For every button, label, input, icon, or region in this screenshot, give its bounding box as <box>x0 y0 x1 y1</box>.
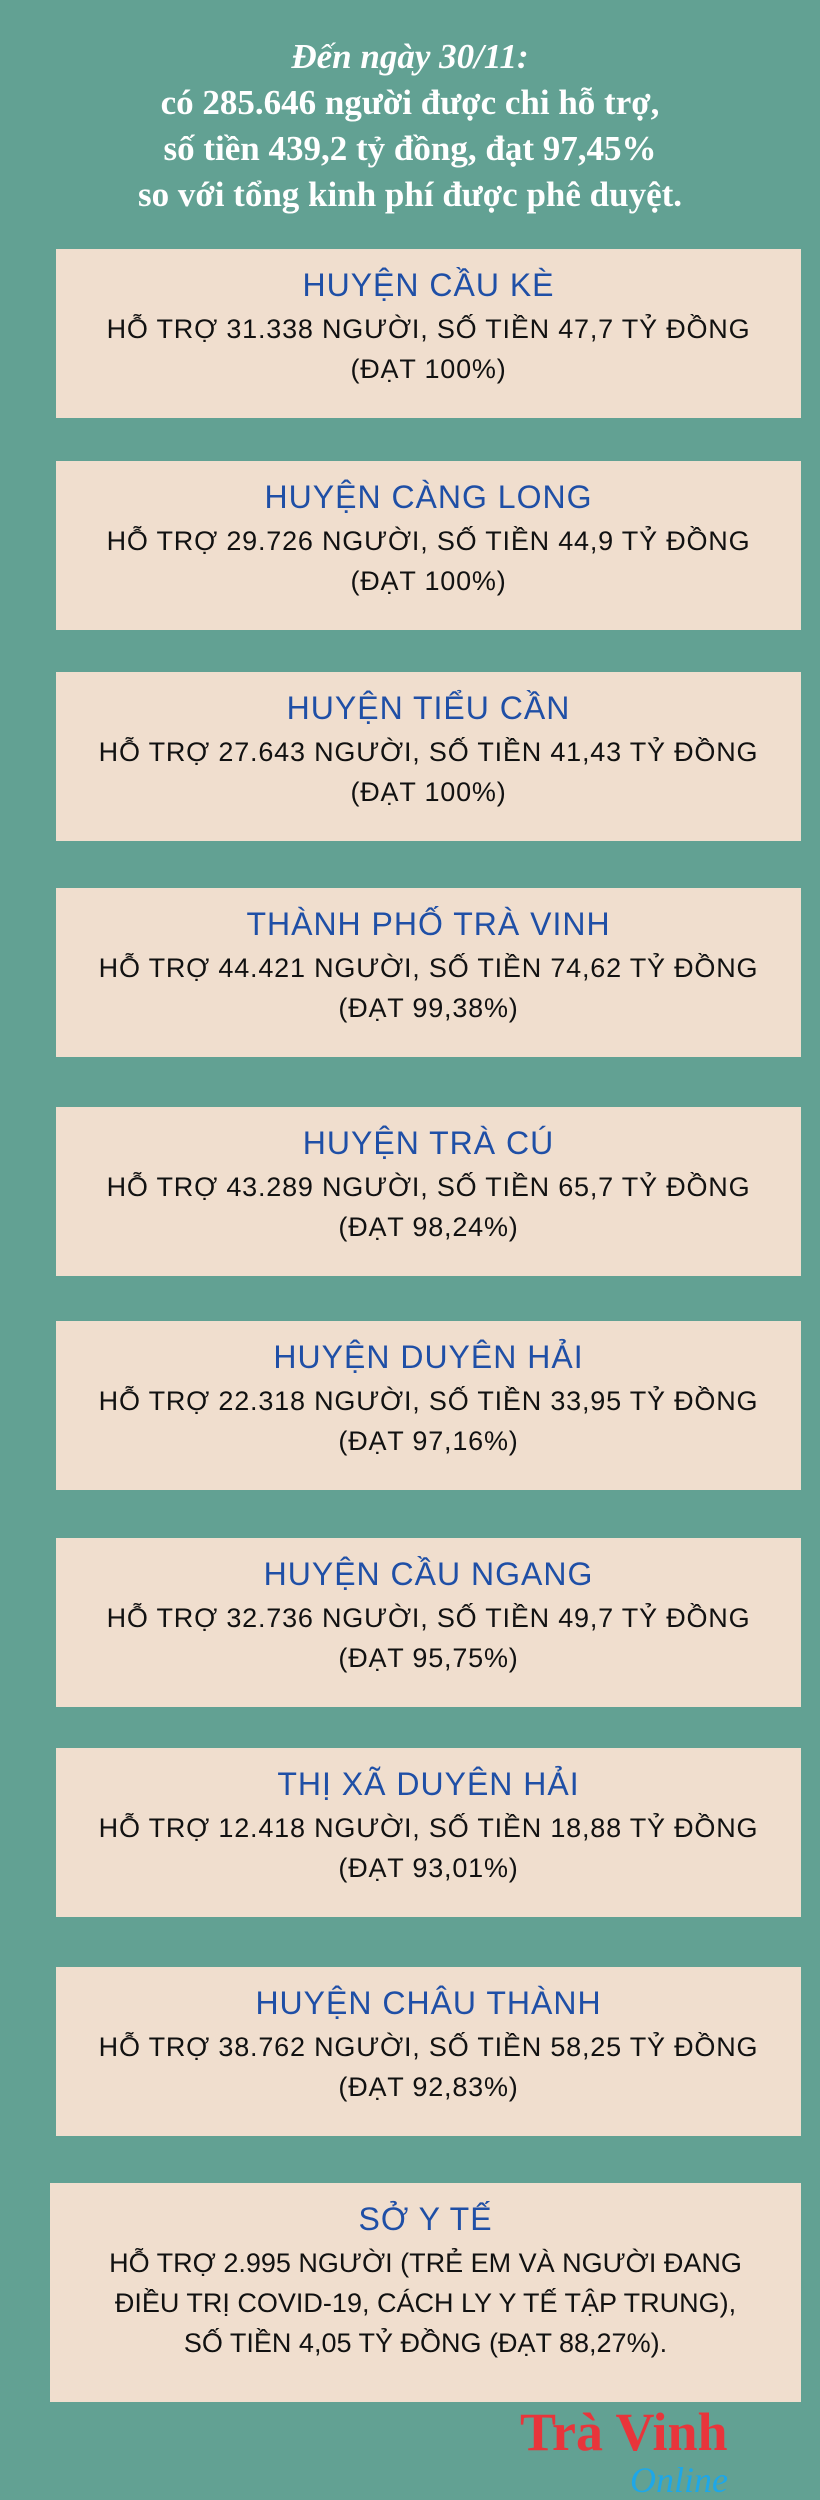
unit-rate: (ĐẠT 95,75%) <box>338 1643 519 1673</box>
unit-name: HUYỆN CẦU KÈ <box>302 267 555 303</box>
unit-card: HUYỆN CẦU NGANG HỖ TRỢ 32.736 NGƯỜI, SỐ … <box>56 1538 801 1707</box>
unit-card: HUYỆN CẦU KÈ HỖ TRỢ 31.338 NGƯỜI, SỐ TIỀ… <box>56 249 801 418</box>
headline-approval: so với tổng kinh phí được phê duyệt. <box>137 175 683 214</box>
unit-rate: SỐ TIỀN 4,05 TỶ ĐỒNG (ĐẠT 88,27%). <box>183 2328 668 2358</box>
logo-word-online: Online <box>630 2460 728 2500</box>
logo-word-tra-vinh: Trà Vinh <box>520 2402 728 2462</box>
unit-card: HUYỆN CHÂU THÀNH HỖ TRỢ 38.762 NGƯỜI, SỐ… <box>56 1967 801 2136</box>
headline: Đến ngày 30/11: có 285.646 người được ch… <box>0 34 820 218</box>
unit-name: THỊ XÃ DUYÊN HẢI <box>277 1766 580 1802</box>
unit-name: HUYỆN TRÀ CÚ <box>302 1125 555 1161</box>
unit-detail: ĐIỀU TRỊ COVID-19, CÁCH LY Y TẾ TẬP TRUN… <box>114 2288 737 2318</box>
unit-detail: HỖ TRỢ 29.726 NGƯỜI, SỐ TIỀN 44,9 TỶ ĐỒN… <box>106 526 751 556</box>
unit-card: HUYỆN TIỂU CẦN HỖ TRỢ 27.643 NGƯỜI, SỐ T… <box>56 672 801 841</box>
unit-rate: (ĐẠT 100%) <box>350 777 507 807</box>
unit-rate: (ĐẠT 93,01%) <box>338 1853 519 1883</box>
unit-card: THÀNH PHỐ TRÀ VINH HỖ TRỢ 44.421 NGƯỜI, … <box>56 888 801 1057</box>
unit-detail: HỖ TRỢ 27.643 NGƯỜI, SỐ TIỀN 41,43 TỶ ĐỒ… <box>98 737 759 767</box>
unit-name: HUYỆN CẦU NGANG <box>263 1556 594 1592</box>
unit-detail: HỖ TRỢ 22.318 NGƯỜI, SỐ TIỀN 33,95 TỶ ĐỒ… <box>98 1386 759 1416</box>
unit-rate: (ĐẠT 100%) <box>350 566 507 596</box>
unit-card: HUYỆN TRÀ CÚ HỖ TRỢ 43.289 NGƯỜI, SỐ TIỀ… <box>56 1107 801 1276</box>
unit-detail: HỖ TRỢ 2.995 NGƯỜI (TRẺ EM VÀ NGƯỜI ĐANG <box>109 2248 742 2278</box>
headline-people: có 285.646 người được chi hỗ trợ, <box>160 83 660 122</box>
unit-detail: HỖ TRỢ 38.762 NGƯỜI, SỐ TIỀN 58,25 TỶ ĐỒ… <box>98 2032 759 2062</box>
unit-card: HUYỆN CÀNG LONG HỖ TRỢ 29.726 NGƯỜI, SỐ … <box>56 461 801 630</box>
headline-amount: số tiền 439,2 tỷ đồng, đạt 97,45% <box>163 129 657 168</box>
unit-name: HUYỆN CHÂU THÀNH <box>255 1985 602 2021</box>
unit-card: HUYỆN DUYÊN HẢI HỖ TRỢ 22.318 NGƯỜI, SỐ … <box>56 1321 801 1490</box>
unit-detail: HỖ TRỢ 12.418 NGƯỜI, SỐ TIỀN 18,88 TỶ ĐỒ… <box>98 1813 759 1843</box>
unit-name: THÀNH PHỐ TRÀ VINH <box>246 906 611 942</box>
headline-date: Đến ngày 30/11: <box>291 37 529 76</box>
unit-detail: HỖ TRỢ 44.421 NGƯỜI, SỐ TIỀN 74,62 TỶ ĐỒ… <box>98 953 759 983</box>
unit-rate: (ĐẠT 97,16%) <box>338 1426 519 1456</box>
unit-card: THỊ XÃ DUYÊN HẢI HỖ TRỢ 12.418 NGƯỜI, SỐ… <box>56 1748 801 1917</box>
unit-detail: HỖ TRỢ 31.338 NGƯỜI, SỐ TIỀN 47,7 TỶ ĐỒN… <box>106 314 751 344</box>
unit-card: SỞ Y TẾ HỖ TRỢ 2.995 NGƯỜI (TRẺ EM VÀ NG… <box>50 2183 801 2402</box>
unit-rate: (ĐẠT 98,24%) <box>338 1212 519 1242</box>
unit-detail: HỖ TRỢ 43.289 NGƯỜI, SỐ TIỀN 65,7 TỶ ĐỒN… <box>106 1172 751 1202</box>
unit-rate: (ĐẠT 92,83%) <box>338 2072 519 2102</box>
unit-rate: (ĐẠT 100%) <box>350 354 507 384</box>
unit-name: SỞ Y TẾ <box>358 2201 493 2237</box>
unit-name: HUYỆN TIỂU CẦN <box>286 690 571 726</box>
unit-name: HUYỆN DUYÊN HẢI <box>273 1339 584 1375</box>
unit-detail: HỖ TRỢ 32.736 NGƯỜI, SỐ TIỀN 49,7 TỶ ĐỒN… <box>106 1603 751 1633</box>
unit-name: HUYỆN CÀNG LONG <box>264 479 593 515</box>
unit-rate: (ĐẠT 99,38%) <box>338 993 519 1023</box>
tra-vinh-online-logo: Trà Vinh Online <box>520 2404 800 2500</box>
